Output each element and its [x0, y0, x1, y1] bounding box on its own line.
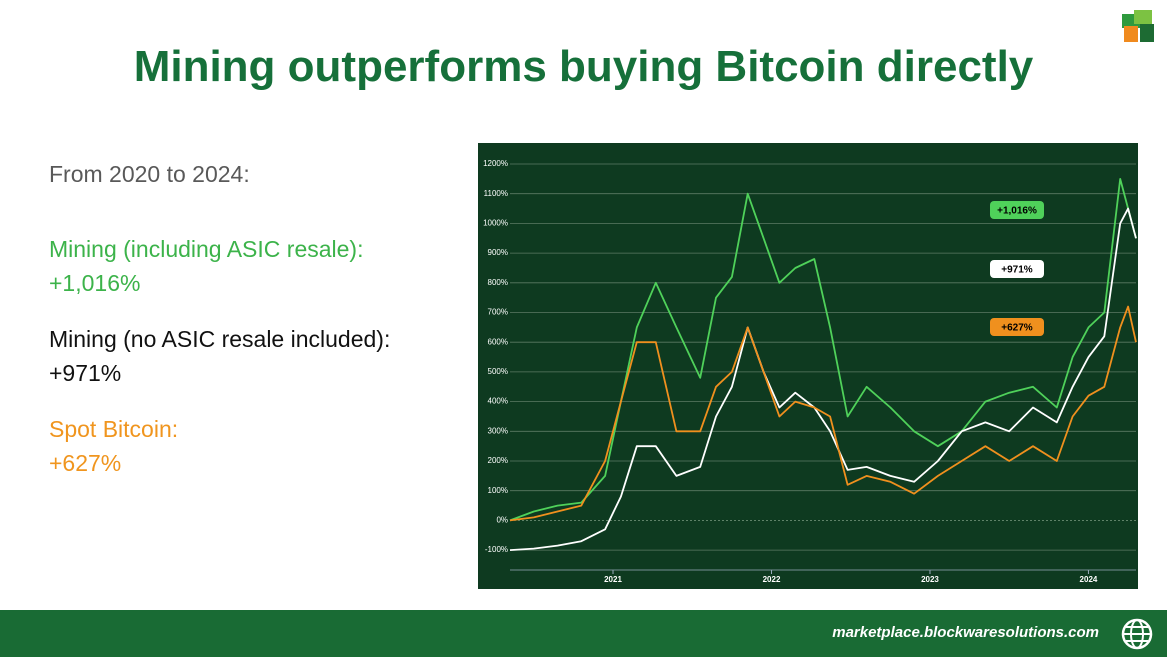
y-tick-label: 800%	[488, 278, 508, 287]
y-tick-label: 100%	[488, 486, 508, 495]
x-tick-label: 2023	[921, 575, 939, 584]
summary-value: +971%	[49, 360, 122, 386]
globe-icon	[1121, 618, 1153, 650]
x-tick-label: 2022	[763, 575, 781, 584]
summary-label: Mining (no ASIC resale included):	[49, 326, 391, 352]
annotation-label: +627%	[1001, 323, 1033, 334]
logo-block	[1124, 26, 1138, 42]
slide-title: Mining outperforms buying Bitcoin direct…	[133, 42, 1034, 91]
chart: -100% 0% 100% 200% 300% 400% 500% 600% 700% 800% 9…	[478, 143, 1138, 589]
y-tick-label: 1000%	[483, 219, 508, 228]
y-tick-label: 0%	[496, 516, 508, 525]
annotation-box	[990, 201, 1044, 219]
series-line	[509, 178, 1137, 522]
logo	[1122, 10, 1154, 42]
y-tick-label: 700%	[488, 308, 508, 317]
y-tick-label: 400%	[488, 397, 508, 406]
annotation-box	[990, 318, 1044, 336]
series-line	[509, 305, 1137, 522]
intro-text: From 2020 to 2024:	[49, 161, 250, 187]
y-tick-label: 300%	[488, 426, 508, 435]
annotation-label: +971%	[1001, 265, 1033, 276]
summary-value: +627%	[49, 450, 122, 476]
y-tick-label: 600%	[488, 337, 508, 346]
x-tick-label: 2021	[604, 575, 622, 584]
logo-block	[1134, 10, 1152, 24]
summary-label: Spot Bitcoin:	[49, 416, 179, 442]
footer-url: marketplace.blockwaresolutions.com	[832, 624, 1099, 641]
y-tick-label: 500%	[488, 367, 508, 376]
series-line	[509, 207, 1137, 551]
y-tick-label: 900%	[488, 248, 508, 257]
y-tick-label: 1100%	[484, 189, 508, 198]
y-tick-label: 1200%	[483, 159, 508, 168]
logo-block	[1140, 24, 1154, 42]
summary-label: Mining (including ASIC resale):	[49, 236, 364, 262]
y-tick-label: -100%	[485, 545, 508, 554]
footer: marketplace.blockwaresolutions.com	[0, 610, 1167, 657]
x-tick-label: 2024	[1080, 575, 1098, 584]
annotation-label: +1,016%	[997, 206, 1037, 217]
annotation-box	[990, 260, 1044, 278]
y-tick-label: 200%	[488, 456, 508, 465]
summary-value: +1,016%	[49, 270, 141, 296]
